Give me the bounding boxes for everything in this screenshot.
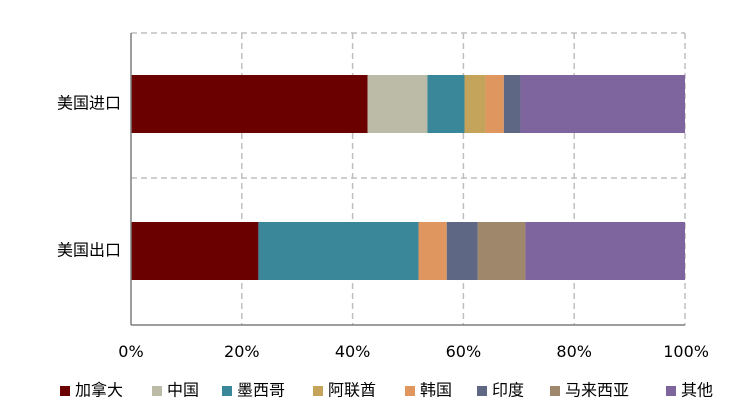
x-tick-label: 40% xyxy=(335,342,371,361)
legend-label: 中国 xyxy=(167,381,199,400)
bar-segment xyxy=(503,75,521,133)
legend-swatch xyxy=(405,386,415,396)
legend-item: 印度 xyxy=(477,381,524,400)
x-tick-label: 0% xyxy=(118,342,143,361)
x-tick-label: 100% xyxy=(663,342,709,361)
legend: 加拿大 中国 墨西哥 阿联酋 韩国 印度 马来西亚 其他 xyxy=(60,381,713,400)
x-tick-label: 80% xyxy=(556,342,592,361)
legend-item: 韩国 xyxy=(405,381,452,400)
bar-segment xyxy=(418,222,447,280)
bar-segment xyxy=(520,75,685,133)
legend-item: 阿联酋 xyxy=(313,381,376,400)
category-label: 美国出口 xyxy=(57,241,121,260)
bar-segment xyxy=(477,222,526,280)
legend-label: 墨西哥 xyxy=(237,381,285,400)
legend-swatch xyxy=(60,386,70,396)
legend-label: 其他 xyxy=(681,381,713,400)
legend-swatch xyxy=(550,386,560,396)
legend-label: 印度 xyxy=(492,381,524,400)
x-axis: 0% 20% 40% 60% 80% 100% xyxy=(118,324,709,361)
bar-segment xyxy=(131,75,368,133)
legend-label: 加拿大 xyxy=(75,381,123,400)
legend-swatch xyxy=(313,386,323,396)
category-label: 美国进口 xyxy=(57,94,121,113)
legend-item: 墨西哥 xyxy=(222,381,285,400)
x-tick-label: 20% xyxy=(224,342,260,361)
bar-segment xyxy=(367,75,428,133)
legend-item: 加拿大 xyxy=(60,381,123,400)
legend-swatch xyxy=(477,386,487,396)
legend-label: 韩国 xyxy=(420,381,452,400)
bar-segment xyxy=(525,222,685,280)
legend-item: 马来西亚 xyxy=(550,381,629,400)
bar-segment xyxy=(485,75,504,133)
legend-swatch xyxy=(666,386,676,396)
bar-segment xyxy=(464,75,486,133)
bar-segment xyxy=(446,222,478,280)
legend-item: 其他 xyxy=(666,381,713,400)
legend-label: 马来西亚 xyxy=(565,381,629,400)
bars xyxy=(131,75,685,280)
bar-segment xyxy=(131,222,259,280)
legend-item: 中国 xyxy=(152,381,199,400)
legend-label: 阿联酋 xyxy=(328,381,376,400)
x-tick-label: 60% xyxy=(446,342,482,361)
bar-segment xyxy=(427,75,465,133)
bar-segment xyxy=(258,222,419,280)
legend-swatch xyxy=(222,386,232,396)
legend-swatch xyxy=(152,386,162,396)
